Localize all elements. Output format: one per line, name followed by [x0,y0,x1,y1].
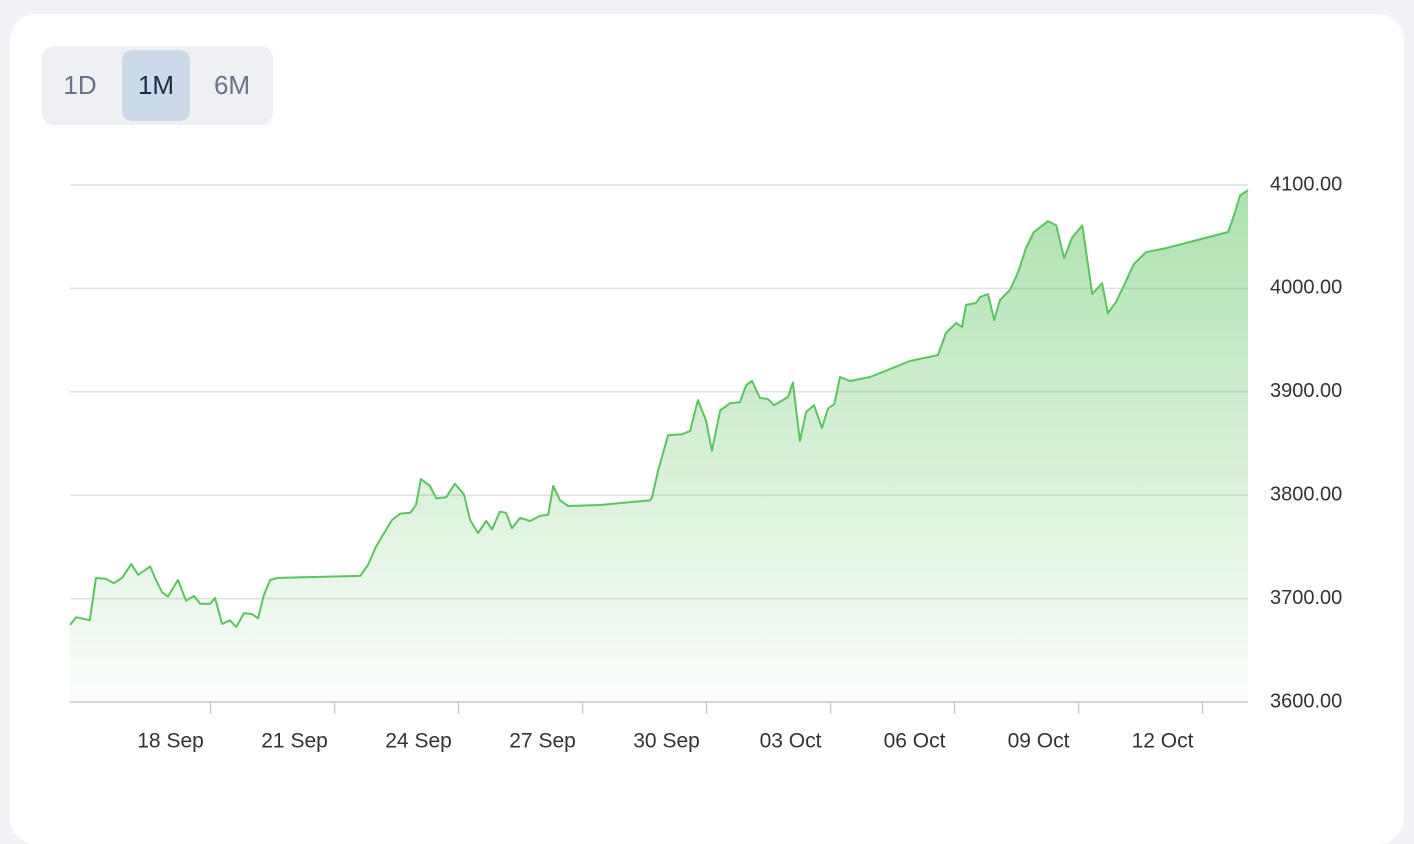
price-line [69,189,1249,628]
y-tick-label: 3800.00 [1270,483,1342,505]
x-tick-label: 03 Oct [760,730,822,753]
y-tick-label: 3900.00 [1270,380,1342,402]
x-tick-label: 18 Sep [137,730,204,753]
x-tick-label: 21 Sep [261,730,328,753]
range-tabs: 1D 1M 6M [42,46,273,125]
y-tick-label: 3600.00 [1270,690,1342,712]
x-tick-label: 12 Oct [1132,730,1194,753]
x-tick-label: 27 Sep [509,730,576,753]
range-tab[interactable]: 1M [122,50,190,121]
range-tab[interactable]: 6M [213,70,251,100]
area-fill [70,190,1248,702]
x-tick-label: 24 Sep [385,730,452,753]
y-tick-label: 4100.00 [1270,173,1342,195]
y-tick-label: 3700.00 [1270,587,1342,609]
x-tick-label: 06 Oct [884,730,946,753]
range-tab[interactable]: 1D [63,70,97,100]
y-tick-label: 4000.00 [1270,277,1342,299]
x-tick-label: 30 Sep [633,730,700,753]
x-tick-label: 09 Oct [1008,730,1070,753]
